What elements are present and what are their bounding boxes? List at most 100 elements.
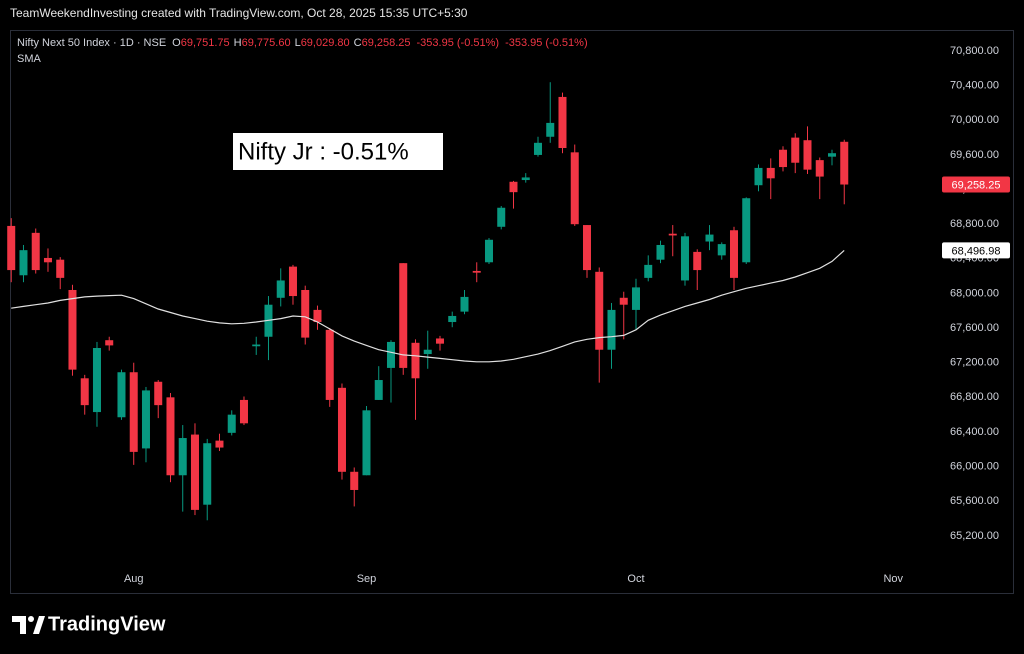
candle-body bbox=[129, 372, 138, 452]
y-tick-label: 66,800.00 bbox=[950, 391, 999, 403]
candle-body bbox=[448, 315, 457, 323]
ohlc-key: C bbox=[354, 37, 362, 49]
candle-body bbox=[227, 414, 236, 433]
candle-body bbox=[154, 381, 163, 406]
last-price-tag-label: 69,258.25 bbox=[952, 179, 1001, 191]
annotation-box bbox=[233, 133, 443, 170]
candle-body bbox=[141, 390, 150, 449]
candle-body bbox=[374, 380, 383, 400]
candle-body bbox=[803, 140, 812, 170]
candle-body bbox=[546, 122, 555, 137]
last-price-tag-box bbox=[942, 176, 1010, 193]
candle-body bbox=[276, 280, 285, 298]
candle-body bbox=[631, 287, 640, 310]
candle-body bbox=[582, 225, 591, 271]
candle-body bbox=[178, 438, 187, 476]
sma-price-tag-label: 68,496.98 bbox=[952, 245, 1001, 257]
y-tick-label: 67,200.00 bbox=[950, 357, 999, 369]
candle-body bbox=[827, 153, 836, 157]
candle-body bbox=[386, 341, 395, 368]
candle-body bbox=[607, 309, 616, 350]
logo-shape bbox=[12, 616, 26, 634]
symbol: Nifty Next 50 Index · 1D · NSE bbox=[17, 37, 166, 49]
ohlc-value: 69,775.60 bbox=[242, 37, 291, 49]
candle-body bbox=[484, 239, 493, 263]
candle-body bbox=[92, 347, 101, 413]
logo-shape bbox=[33, 616, 45, 634]
candle-body bbox=[301, 289, 310, 338]
y-tick-label: 70,400.00 bbox=[950, 80, 999, 92]
ohlc-value: 69,258.25 bbox=[362, 37, 411, 49]
x-tick-label: Nov bbox=[883, 573, 903, 585]
y-tick-label: 70,800.00 bbox=[950, 45, 999, 57]
candle-body bbox=[190, 434, 199, 510]
y-tick-label: 68,000.00 bbox=[950, 287, 999, 299]
candle-body bbox=[668, 233, 677, 236]
x-tick-label: Oct bbox=[627, 573, 644, 585]
y-tick-label: 68,800.00 bbox=[950, 218, 999, 230]
candle-body bbox=[619, 297, 628, 305]
y-tick-label: 69,600.00 bbox=[950, 149, 999, 161]
candle-body bbox=[19, 250, 28, 276]
candle-body bbox=[558, 96, 567, 149]
candle-body bbox=[239, 399, 248, 424]
ohlc-value: 69,751.75 bbox=[181, 37, 230, 49]
candle-body bbox=[840, 141, 849, 185]
candle-body bbox=[56, 259, 65, 278]
candle-body bbox=[31, 232, 40, 271]
candle-body bbox=[729, 230, 738, 278]
candle-body bbox=[791, 137, 800, 163]
candle-body bbox=[117, 372, 126, 418]
pane-border bbox=[10, 30, 1014, 594]
candle-body bbox=[472, 270, 481, 273]
annotation-text: Nifty Jr : -0.51% bbox=[238, 138, 409, 165]
candle-body bbox=[203, 443, 212, 505]
candle-body bbox=[423, 349, 432, 355]
y-tick-label: 70,000.00 bbox=[950, 114, 999, 126]
candle-body bbox=[7, 225, 16, 271]
ohlc-key: L bbox=[295, 37, 301, 49]
logo-dot bbox=[28, 616, 34, 622]
ohlc-key: O bbox=[172, 37, 181, 49]
y-tick-label: 66,400.00 bbox=[950, 426, 999, 438]
logo-text: TradingView bbox=[48, 613, 166, 635]
y-tick-label: 65,600.00 bbox=[950, 495, 999, 507]
legend-header: Nifty Next 50 Index · 1D · NSE O69,751.75… bbox=[17, 37, 588, 49]
candle-body bbox=[460, 296, 469, 312]
candle-body bbox=[521, 177, 530, 181]
candle-body bbox=[215, 440, 224, 448]
candle-body bbox=[509, 181, 518, 193]
candle-body bbox=[693, 251, 702, 271]
sma-legend: SMA bbox=[17, 53, 42, 65]
y-tick-label: 67,600.00 bbox=[950, 322, 999, 334]
candle-body bbox=[350, 471, 359, 490]
candle-body bbox=[313, 309, 322, 323]
candle-body bbox=[435, 338, 444, 344]
candle-body bbox=[166, 397, 175, 476]
x-tick-label: Aug bbox=[124, 573, 144, 585]
candle-body bbox=[705, 234, 714, 242]
y-tick-label: 66,000.00 bbox=[950, 461, 999, 473]
candle-body bbox=[717, 244, 726, 256]
candle-body bbox=[754, 167, 763, 186]
candle-body bbox=[595, 271, 604, 350]
sma-line bbox=[11, 249, 845, 363]
attribution: TeamWeekendInvesting created with Tradin… bbox=[10, 6, 468, 20]
candle-body bbox=[362, 410, 371, 476]
candle-body bbox=[656, 244, 665, 260]
candle-body bbox=[43, 257, 52, 263]
candle-body bbox=[80, 378, 89, 406]
candle-body bbox=[105, 340, 114, 346]
ohlc-value: 69,029.80 bbox=[301, 37, 350, 49]
candle-body bbox=[399, 263, 408, 368]
candle-body bbox=[778, 149, 787, 168]
ohlc-key: H bbox=[234, 37, 242, 49]
candle-body bbox=[252, 344, 261, 347]
candle-body bbox=[815, 160, 824, 177]
candle-body bbox=[680, 236, 689, 281]
candle-body bbox=[325, 329, 334, 400]
candle-body bbox=[742, 198, 751, 263]
